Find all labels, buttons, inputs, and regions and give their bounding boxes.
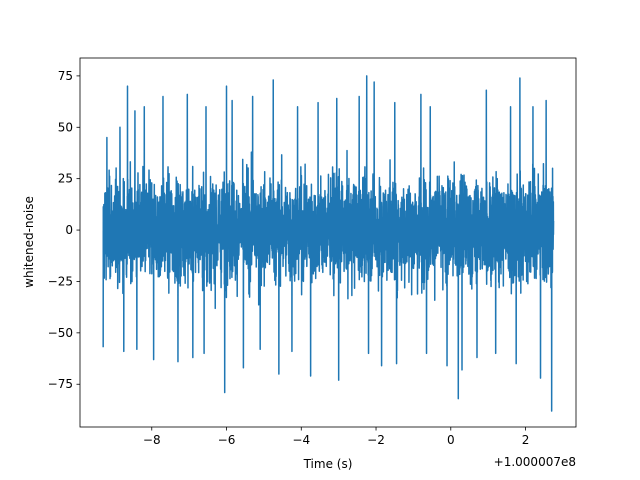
series-layer (102, 75, 555, 412)
y-tick-label: 50 (58, 120, 73, 134)
y-tick-label: −50 (48, 326, 73, 340)
x-tick-label: −8 (143, 433, 161, 447)
y-axis-label: whitened-noise (22, 196, 36, 288)
x-tick-label: −6 (218, 433, 236, 447)
x-axis-label: Time (s) (303, 457, 353, 471)
x-tick-label: −4 (292, 433, 310, 447)
x-tick-label: 0 (447, 433, 455, 447)
x-tick-label: −2 (367, 433, 385, 447)
plot-frame (79, 57, 577, 428)
y-tick-label: −25 (48, 274, 73, 288)
x-tick-label: 2 (522, 433, 530, 447)
y-tick-label: −75 (48, 377, 73, 391)
y-axis: −75 −50 −25 0 25 50 75 (48, 69, 80, 391)
y-tick-label: 0 (65, 223, 73, 237)
x-offset-label: +1.000007e8 (494, 455, 576, 469)
y-tick-label: 25 (58, 172, 73, 186)
y-tick-label: 75 (58, 69, 73, 83)
series-line (102, 75, 555, 412)
x-axis: −8 −6 −4 −2 0 2 (143, 427, 529, 447)
